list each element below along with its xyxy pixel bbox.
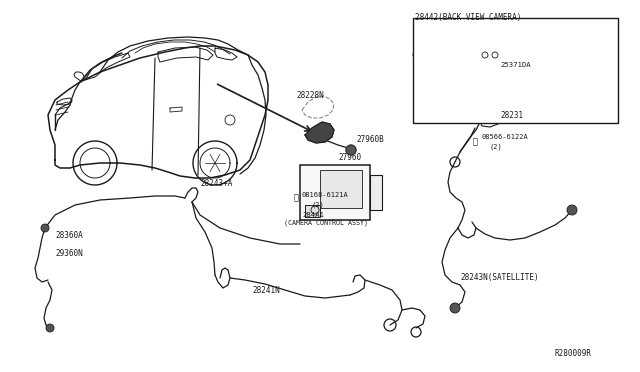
Text: 25371DA: 25371DA — [500, 62, 531, 68]
Circle shape — [46, 324, 54, 332]
Text: 28243+A: 28243+A — [200, 179, 232, 188]
Text: 284A1: 284A1 — [302, 212, 324, 218]
Text: 28442(BACK VIEW CAMERA): 28442(BACK VIEW CAMERA) — [415, 13, 522, 22]
Text: 29360N: 29360N — [55, 249, 83, 258]
Bar — [370, 175, 382, 210]
Text: Ⓢ: Ⓢ — [294, 193, 298, 202]
Bar — [413, 18, 618, 123]
Circle shape — [567, 205, 577, 215]
Text: 08566-6122A: 08566-6122A — [482, 134, 529, 140]
Bar — [320, 170, 362, 208]
Text: R280009R: R280009R — [555, 349, 592, 358]
Text: 27960B: 27960B — [356, 135, 384, 144]
Text: Ⓢ: Ⓢ — [472, 138, 477, 147]
Text: 28243N(SATELLITE): 28243N(SATELLITE) — [460, 273, 539, 282]
Text: 27960: 27960 — [338, 153, 361, 162]
Bar — [305, 205, 320, 217]
Text: 28360A: 28360A — [55, 231, 83, 240]
Bar — [300, 165, 370, 220]
Circle shape — [41, 224, 49, 232]
Text: 28241N: 28241N — [252, 286, 280, 295]
Text: (2): (2) — [490, 144, 503, 150]
Text: (2): (2) — [312, 202, 324, 208]
Text: 0B168-6121A: 0B168-6121A — [302, 192, 349, 198]
Polygon shape — [305, 122, 334, 143]
Text: 28231: 28231 — [500, 111, 523, 120]
Text: 28228N: 28228N — [296, 91, 324, 100]
Text: (CAMERA CONTROL ASSY): (CAMERA CONTROL ASSY) — [284, 219, 368, 226]
Circle shape — [450, 303, 460, 313]
Polygon shape — [346, 145, 356, 155]
